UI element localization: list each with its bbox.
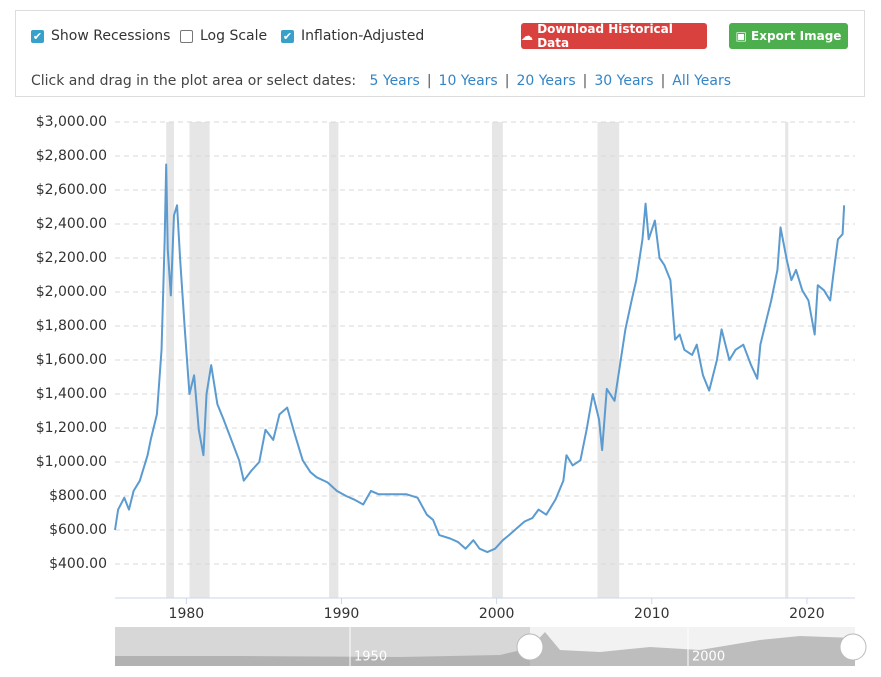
y-tick-label: $1,600.00 <box>36 352 107 368</box>
checkbox-label: Inflation-Adjusted <box>301 28 425 44</box>
separator: | <box>660 73 666 89</box>
y-tick-label: $400.00 <box>49 556 107 572</box>
checkbox-box[interactable] <box>180 29 193 43</box>
range-link[interactable]: 30 Years <box>594 73 654 89</box>
y-tick-label: $2,800.00 <box>36 148 107 164</box>
y-tick-label: $2,400.00 <box>36 216 107 232</box>
x-tick-label: 2000 <box>479 606 515 622</box>
navigator-handle[interactable] <box>516 633 544 661</box>
y-tick-label: $800.00 <box>49 488 107 504</box>
separator: | <box>504 73 510 89</box>
x-tick-label: 2010 <box>634 606 670 622</box>
navigator-mask <box>115 627 530 666</box>
checkbox[interactable]: ✔ Show Recessions <box>31 28 170 44</box>
y-tick-label: $600.00 <box>49 522 107 538</box>
range-link[interactable]: All Years <box>672 73 732 89</box>
navigator[interactable]: 1950 2000 <box>115 627 867 666</box>
checkbox-box[interactable]: ✔ <box>31 29 44 43</box>
y-tick-label: $2,000.00 <box>36 284 107 300</box>
y-tick-label: $1,200.00 <box>36 420 107 436</box>
checkbox[interactable]: ✔ Inflation-Adjusted <box>281 28 424 44</box>
x-tick-label: 1980 <box>169 606 205 622</box>
button-label: Export Image <box>751 29 842 43</box>
range-link[interactable]: 5 Years <box>369 73 420 89</box>
navigator-label: 1950 <box>354 650 387 665</box>
price-line <box>114 163 846 554</box>
range-link[interactable]: 10 Years <box>438 73 498 89</box>
separator: | <box>582 73 588 89</box>
x-tick-label: 2020 <box>789 606 825 622</box>
recession-band <box>597 122 620 598</box>
y-tick-label: $1,400.00 <box>36 386 107 402</box>
y-tick-label: $2,200.00 <box>36 250 107 266</box>
x-tick-label: 1990 <box>324 606 360 622</box>
prompt: Click and drag in the plot area or selec… <box>31 73 357 89</box>
y-tick-label: $3,000.00 <box>36 114 107 130</box>
export-button[interactable]: ▣ Export Image <box>729 23 848 49</box>
checkbox[interactable]: Log Scale <box>180 28 267 44</box>
button-label: Download Historical Data <box>537 22 673 50</box>
checkbox-label: Log Scale <box>200 28 268 44</box>
checkbox-box[interactable]: ✔ <box>281 29 294 43</box>
range-link[interactable]: 20 Years <box>516 73 576 89</box>
navigator-label: 2000 <box>692 650 725 665</box>
checkbox-label: Show Recessions <box>51 28 171 44</box>
range-row: Click and drag in the plot area or selec… <box>31 73 731 89</box>
navigator-handle[interactable] <box>839 633 867 661</box>
separator: | <box>426 73 432 89</box>
navigator-area <box>115 632 855 666</box>
recession-band <box>785 122 789 598</box>
download-button[interactable]: ☁ Download Historical Data <box>521 22 707 50</box>
y-tick-label: $2,600.00 <box>36 182 107 198</box>
control-panel: ✔ Show Recessions Log Scale ✔ Inflation-Ad… <box>15 10 865 97</box>
y-tick-label: $1,800.00 <box>36 318 107 334</box>
y-tick-label: $1,000.00 <box>36 454 107 470</box>
